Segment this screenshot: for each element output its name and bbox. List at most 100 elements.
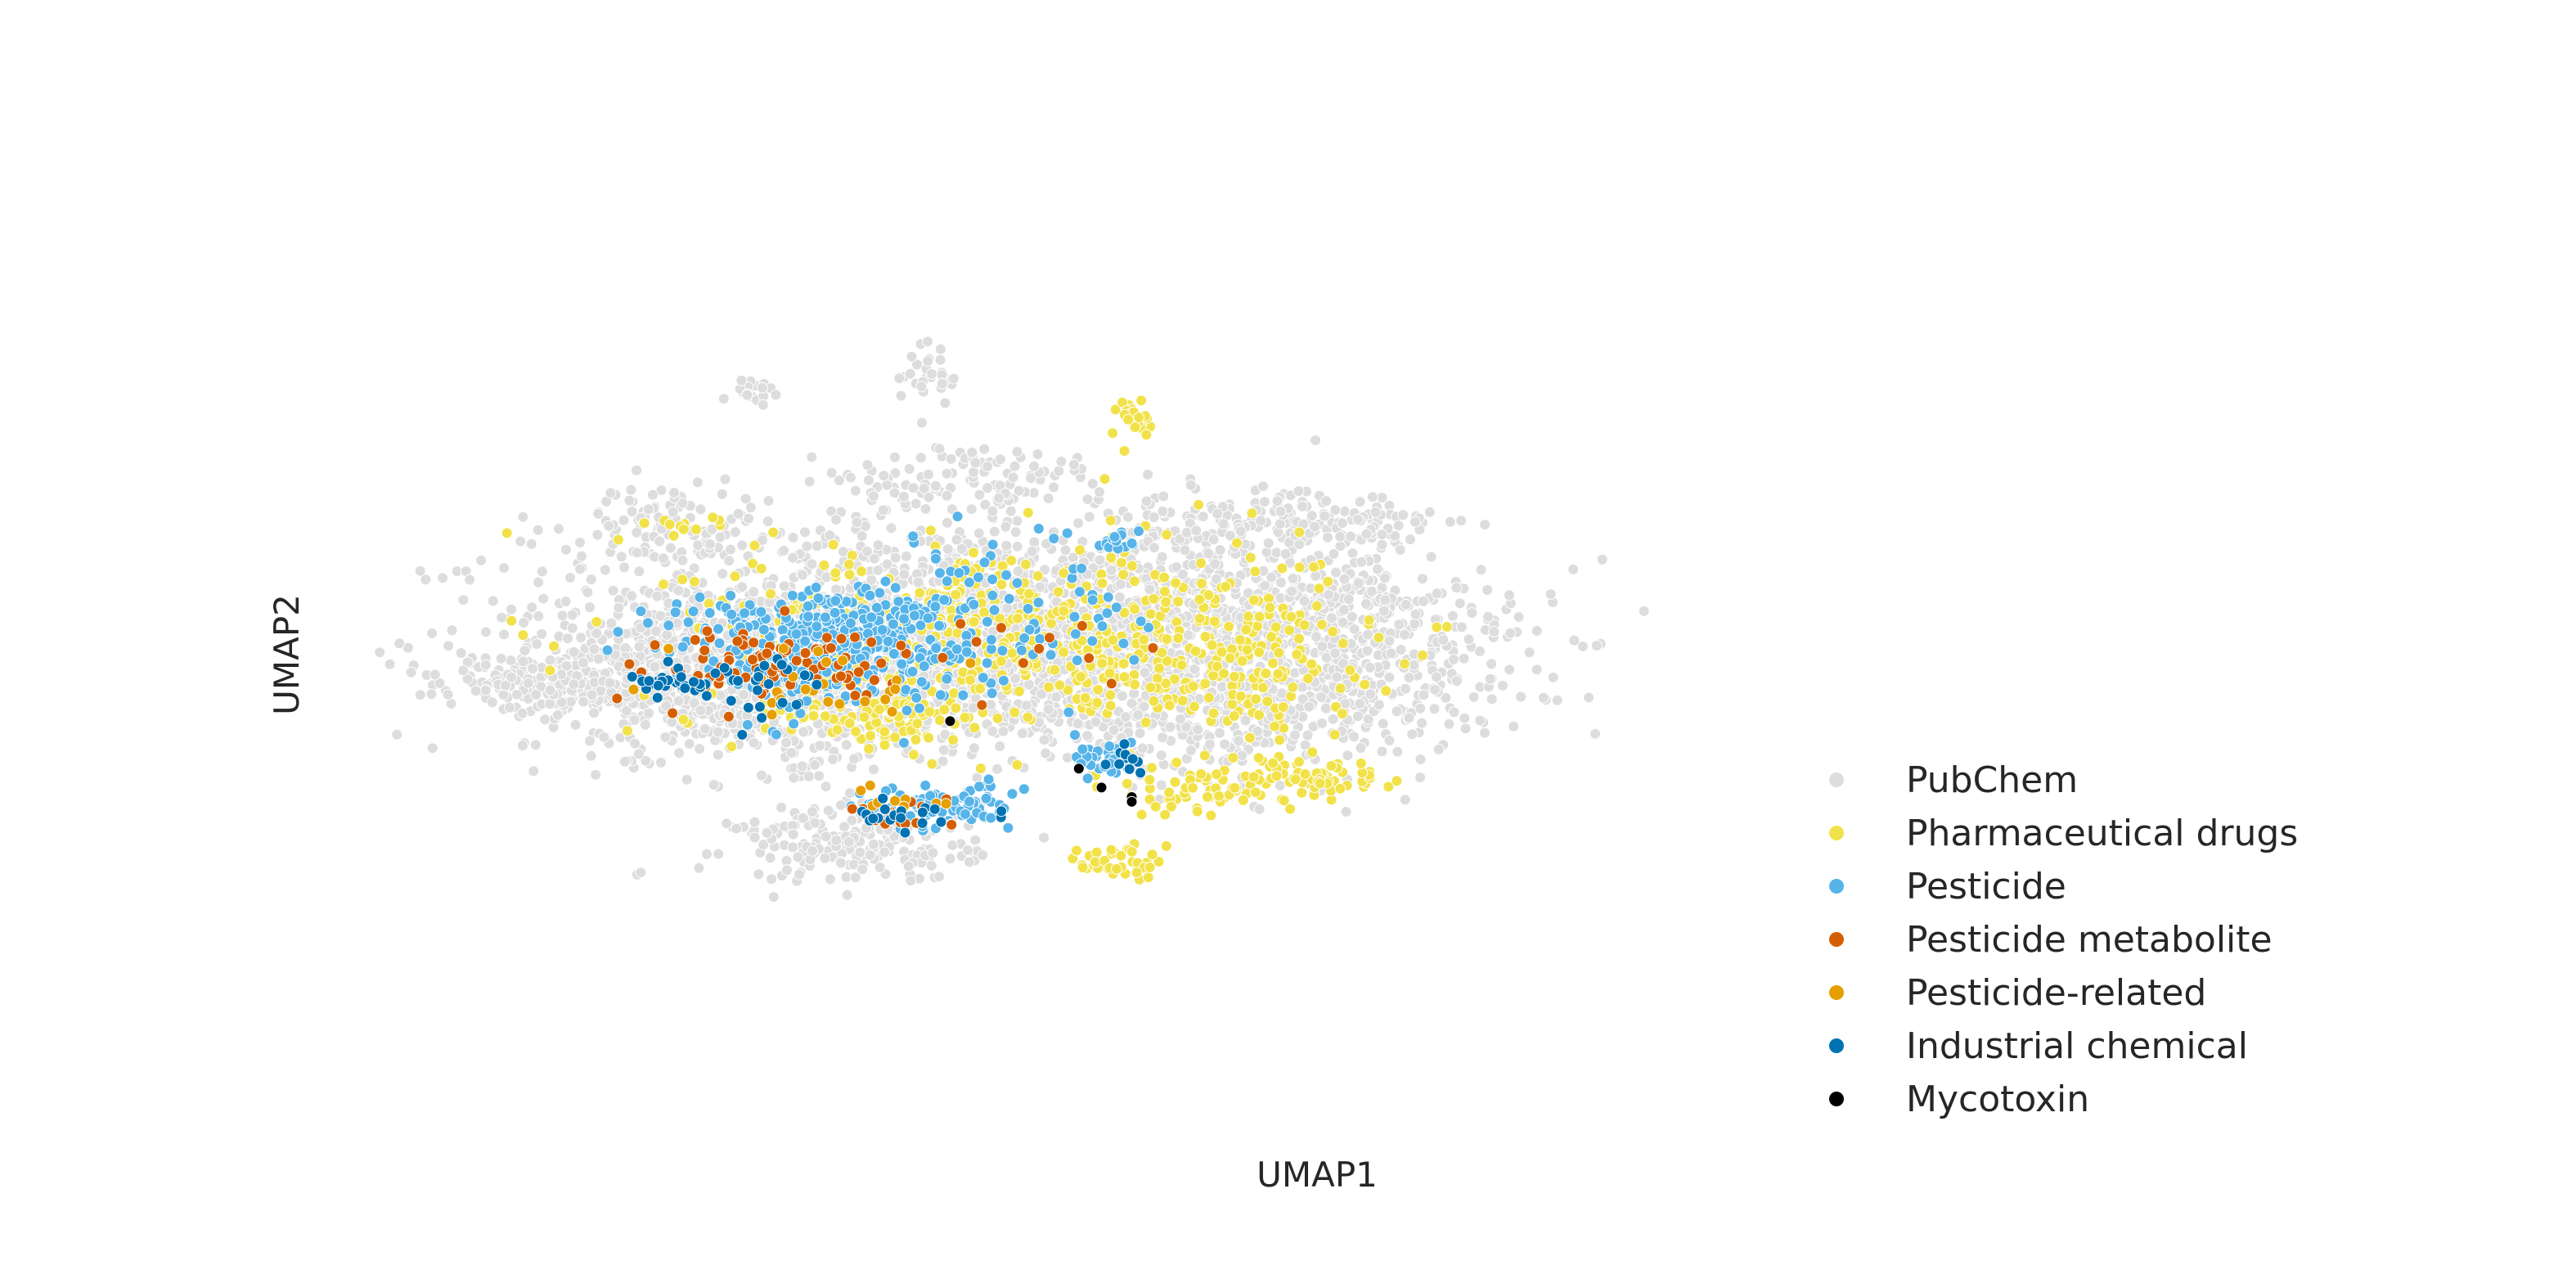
data-point: [735, 375, 748, 386]
data-point: [1486, 658, 1498, 670]
data-point: [516, 707, 528, 719]
data-point: [1054, 679, 1066, 691]
data-point: [1400, 682, 1412, 695]
data-point: [1293, 526, 1306, 538]
data-point: [1455, 515, 1468, 527]
data-point: [738, 689, 749, 700]
data-point: [1531, 625, 1543, 637]
data-point: [1139, 666, 1151, 678]
data-point: [919, 502, 932, 515]
data-point: [633, 641, 645, 653]
data-point: [1376, 745, 1388, 758]
data-point: [922, 468, 934, 480]
data-point: [1114, 579, 1126, 590]
data-point: [761, 826, 773, 839]
data-point: [647, 489, 659, 501]
data-point: [584, 735, 596, 747]
data-point: [525, 538, 537, 550]
data-point: [996, 655, 1007, 667]
data-point: [818, 559, 830, 571]
data-point: [1193, 498, 1205, 511]
data-point: [1316, 641, 1328, 652]
data-point: [809, 817, 821, 829]
data-point: [1246, 507, 1258, 520]
data-point: [1497, 679, 1508, 691]
data-point: [991, 712, 1004, 724]
data-point: [877, 504, 889, 516]
data-point: [574, 537, 586, 548]
data-point: [566, 609, 578, 621]
data-point: [603, 520, 615, 532]
data-point: [487, 595, 499, 607]
data-point: [830, 514, 842, 526]
data-point: [1104, 515, 1117, 526]
data-point: [528, 765, 540, 777]
data-point: [1042, 703, 1054, 715]
data-point: [1513, 610, 1525, 623]
data-point: [1638, 605, 1650, 617]
data-point: [1170, 577, 1182, 589]
data-point: [1052, 586, 1064, 598]
data-point: [1319, 510, 1331, 522]
data-point: [1120, 711, 1132, 723]
data-point: [1423, 506, 1436, 518]
data-point: [872, 539, 884, 552]
data-point: [780, 736, 793, 749]
data-point: [1158, 585, 1171, 597]
data-point: [1040, 747, 1052, 759]
data-point: [885, 522, 897, 534]
data-point: [672, 584, 685, 597]
data-point: [926, 367, 938, 380]
data-point: [966, 446, 978, 458]
data-point: [848, 753, 860, 765]
data-point: [925, 859, 937, 871]
data-point: [708, 779, 720, 790]
data-point: [1391, 745, 1404, 758]
data-point: [844, 787, 856, 799]
data-point: [1286, 585, 1297, 597]
data-point: [414, 689, 426, 701]
data-point: [506, 671, 518, 683]
data-point: [1020, 558, 1032, 570]
data-point: [912, 576, 924, 588]
data-point: [861, 545, 873, 557]
data-point: [1005, 505, 1017, 517]
data-point: [918, 482, 930, 494]
data-point: [878, 470, 890, 482]
data-point: [1458, 652, 1470, 664]
data-point: [1486, 693, 1498, 705]
data-point: [1096, 657, 1108, 669]
data-point: [1204, 738, 1216, 750]
data-point: [605, 487, 617, 499]
data-point: [787, 532, 799, 543]
data-point: [464, 574, 476, 586]
data-point: [1155, 750, 1167, 761]
data-point: [1459, 723, 1472, 735]
data-point: [1096, 577, 1108, 589]
data-point: [681, 773, 693, 786]
data-point: [1209, 558, 1221, 570]
data-point: [924, 525, 937, 537]
data-point: [633, 565, 645, 578]
data-point: [1011, 540, 1023, 552]
data-point: [1180, 526, 1193, 538]
data-point: [934, 714, 946, 727]
data-point: [1267, 657, 1279, 669]
data-point: [1474, 714, 1486, 727]
data-point: [969, 834, 982, 846]
data-point: [1055, 455, 1068, 467]
data-point: [374, 646, 386, 659]
data-point: [664, 542, 677, 554]
data-point: [937, 744, 950, 756]
data-point: [391, 728, 403, 741]
data-point: [843, 569, 856, 581]
data-point: [1383, 734, 1396, 746]
data-point: [544, 684, 556, 696]
data-point: [732, 507, 744, 520]
data-point: [1589, 727, 1602, 740]
data-point: [1011, 446, 1023, 458]
data-point: [1293, 756, 1305, 768]
data-point: [420, 574, 432, 586]
data-point: [591, 628, 603, 639]
